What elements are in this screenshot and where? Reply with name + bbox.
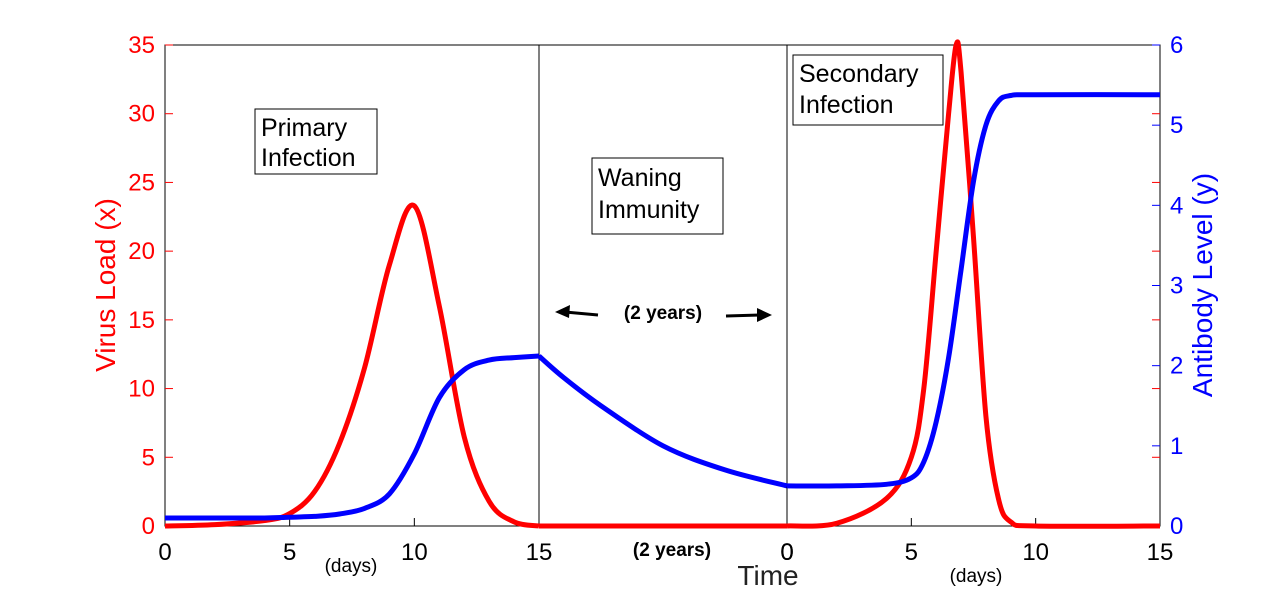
- x-axis-label: Time: [737, 560, 798, 591]
- y-left-tick-label: 15: [128, 307, 155, 334]
- y-right-tick-label: 0: [1170, 513, 1183, 540]
- y-left-tick-label: 30: [128, 101, 155, 128]
- y-right-tick-label: 3: [1170, 273, 1183, 300]
- x-tick-label: 15: [526, 539, 553, 566]
- secondary-line2: Infection: [799, 91, 894, 119]
- y-left-tick-label: 35: [128, 32, 155, 59]
- waning-line1: Waning: [598, 164, 682, 192]
- antibody-level-line-waning: [537, 354, 788, 489]
- y-right-tick-label: 5: [1170, 112, 1183, 139]
- antibody-level-line-secondary: [786, 92, 1161, 489]
- x-tick-label: 10: [401, 539, 428, 566]
- primary-infection-annotation: Primary Infection: [254, 108, 378, 175]
- secondary-infection-annotation: Secondary Infection: [792, 54, 944, 126]
- x-tick-label: 10: [1022, 539, 1049, 566]
- y-right-tick-label: 2: [1170, 353, 1183, 380]
- y-right-label: Antibody Level (y): [1187, 173, 1218, 397]
- x-tick-label: 5: [283, 539, 296, 566]
- duration-arrow-right-head: [757, 308, 772, 322]
- y-right-tick-label: 6: [1170, 32, 1183, 59]
- y-left-tick-label: 5: [142, 444, 155, 471]
- waning-years-label: (2 years): [633, 540, 711, 561]
- duration-arrow-left-shaft: [564, 310, 599, 317]
- primary-line1: Primary: [261, 114, 348, 142]
- primary-line2: Infection: [261, 144, 356, 172]
- primary-days-label: (days): [325, 556, 378, 577]
- y-left-tick-label: 20: [128, 238, 155, 265]
- y-left-tick-label: 25: [128, 169, 155, 196]
- secondary-days-label: (days): [950, 566, 1003, 587]
- y-left-tick-label: 0: [142, 513, 155, 540]
- y-right-tick-label: 4: [1170, 192, 1183, 219]
- virus-load-line-secondary: [786, 39, 1161, 529]
- y-left-label: Virus Load (x): [90, 198, 121, 372]
- y-right-tick-label: 1: [1170, 433, 1183, 460]
- waning-line2: Immunity: [598, 196, 700, 224]
- duration-arrow: (2 years): [555, 303, 772, 324]
- waning-immunity-annotation: Waning Immunity: [591, 157, 724, 235]
- x-tick-label: 5: [905, 539, 918, 566]
- duration-arrow-left-head: [555, 305, 570, 318]
- x-tick-label: 0: [780, 539, 793, 566]
- duration-arrow-label: (2 years): [624, 303, 702, 324]
- x-tick-label: 15: [1147, 539, 1174, 566]
- x-tick-label: 0: [780, 539, 793, 566]
- antibody-level-line-primary: [165, 353, 540, 521]
- duration-arrow-right-shaft: [725, 313, 761, 318]
- y-left-tick-label: 10: [128, 376, 155, 403]
- secondary-line1: Secondary: [799, 60, 919, 88]
- x-tick-label: 0: [158, 539, 171, 566]
- virus-load-line-primary: [164, 202, 540, 529]
